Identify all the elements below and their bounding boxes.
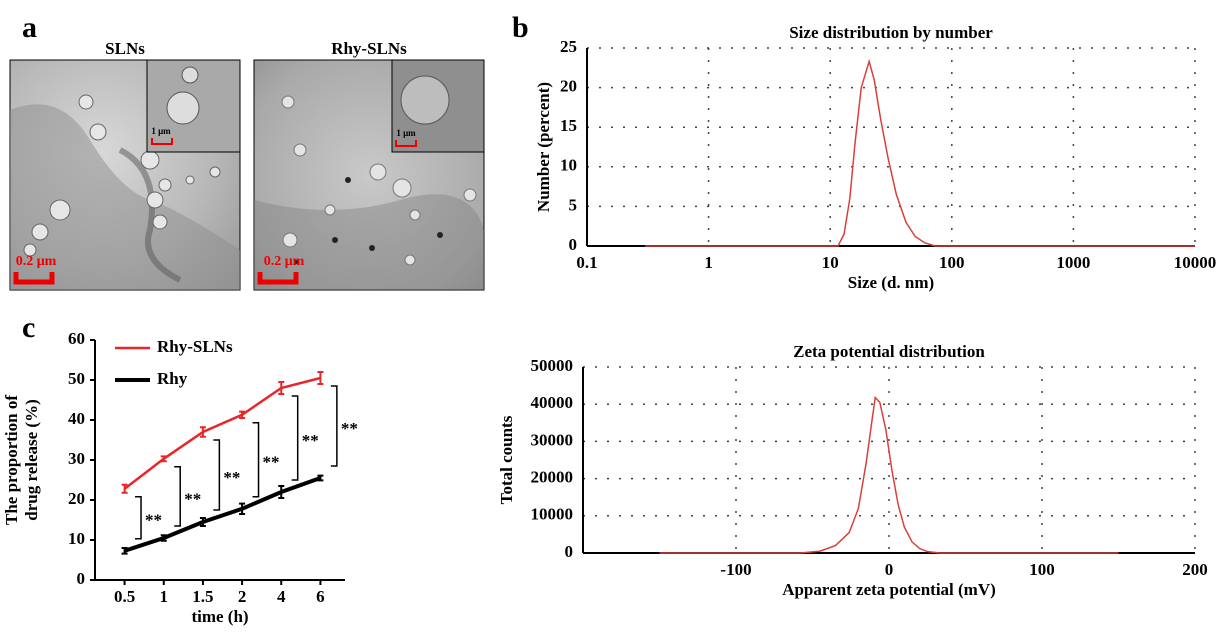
panel-label: c xyxy=(22,311,35,344)
panel-label: a xyxy=(22,11,37,44)
significance-bracket xyxy=(292,396,298,480)
inset-scale-label: 1 μm xyxy=(151,126,171,136)
x-tick-label: 4 xyxy=(277,587,286,606)
x-tick-label: 100 xyxy=(939,253,965,272)
y-tick-label: 20 xyxy=(68,489,85,508)
x-tick-label: 2 xyxy=(238,587,247,606)
annotation: ** xyxy=(263,453,280,472)
significance-bracket xyxy=(331,386,337,466)
panel-label: b xyxy=(512,11,529,44)
y-tick-label: 10 xyxy=(68,529,85,548)
y-axis-label: Number (percent) xyxy=(534,82,553,212)
scale-label: 0.2 μm xyxy=(264,254,305,269)
y-tick-label: 30000 xyxy=(531,430,574,449)
y-tick-label: 30 xyxy=(68,449,85,468)
image-title: Rhy-SLNs xyxy=(331,39,407,58)
x-tick-label: 1000 xyxy=(1056,253,1090,272)
x-tick-label: 10 xyxy=(822,253,839,272)
y-tick-label: 10 xyxy=(560,156,577,175)
y-tick-label: 20 xyxy=(560,77,577,96)
y-tick-label: 15 xyxy=(560,116,577,135)
y-tick-label: 0 xyxy=(565,542,574,561)
significance-bracket xyxy=(253,423,259,497)
x-tick-label: -100 xyxy=(720,560,751,579)
y-tick-label: 40000 xyxy=(531,393,574,412)
y-tick-label: 50 xyxy=(68,369,85,388)
annotation: ** xyxy=(145,511,162,530)
y-axis-label: drug release (%) xyxy=(22,399,41,521)
y-axis-label: Total counts xyxy=(497,415,516,504)
chart-title: Size distribution by number xyxy=(789,23,993,42)
y-tick-label: 0 xyxy=(77,569,86,588)
x-axis-label: time (h) xyxy=(191,607,248,626)
significance-bracket xyxy=(174,467,180,526)
y-tick-label: 40 xyxy=(68,409,85,428)
y-axis-label: The proportion of xyxy=(2,395,21,525)
x-tick-label: 100 xyxy=(1029,560,1055,579)
y-tick-label: 50000 xyxy=(531,356,574,375)
x-tick-label: 1.5 xyxy=(192,587,213,606)
y-tick-label: 60 xyxy=(68,329,85,348)
annotation: ** xyxy=(223,468,240,487)
x-tick-label: 0.1 xyxy=(576,253,597,272)
page: a b c SLNs 1 μm 0.2 μm Rhy-SLNs xyxy=(0,0,1218,637)
y-tick-label: 20000 xyxy=(531,468,574,487)
chart-title: Zeta potential distribution xyxy=(793,342,985,361)
x-tick-label: 10000 xyxy=(1174,253,1217,272)
inset-scale-label: 1 μm xyxy=(396,128,416,138)
line xyxy=(645,61,1195,246)
annotation: ** xyxy=(341,419,358,438)
legend-label: Rhy-SLNs xyxy=(157,337,233,356)
x-axis-label: Size (d. nm) xyxy=(848,273,934,292)
x-tick-label: 1 xyxy=(160,587,169,606)
y-tick-label: 5 xyxy=(569,195,578,214)
annotation: ** xyxy=(302,431,319,450)
y-tick-label: 10000 xyxy=(531,505,574,524)
x-tick-label: 1 xyxy=(704,253,713,272)
x-tick-label: 0.5 xyxy=(114,587,135,606)
figure: a b c SLNs 1 μm 0.2 μm Rhy-SLNs xyxy=(0,0,1218,637)
image-title: SLNs xyxy=(105,39,145,58)
y-tick-label: 0 xyxy=(569,235,578,254)
legend-label: Rhy xyxy=(157,369,188,388)
x-tick-label: 0 xyxy=(885,560,894,579)
x-tick-label: 200 xyxy=(1182,560,1208,579)
significance-bracket xyxy=(213,440,219,510)
scale-label: 0.2 μm xyxy=(16,254,57,269)
y-tick-label: 25 xyxy=(560,37,577,56)
significance-bracket xyxy=(135,497,141,539)
x-axis-label: Apparent zeta potential (mV) xyxy=(782,580,996,599)
x-tick-label: 6 xyxy=(316,587,325,606)
annotation: ** xyxy=(184,489,201,508)
